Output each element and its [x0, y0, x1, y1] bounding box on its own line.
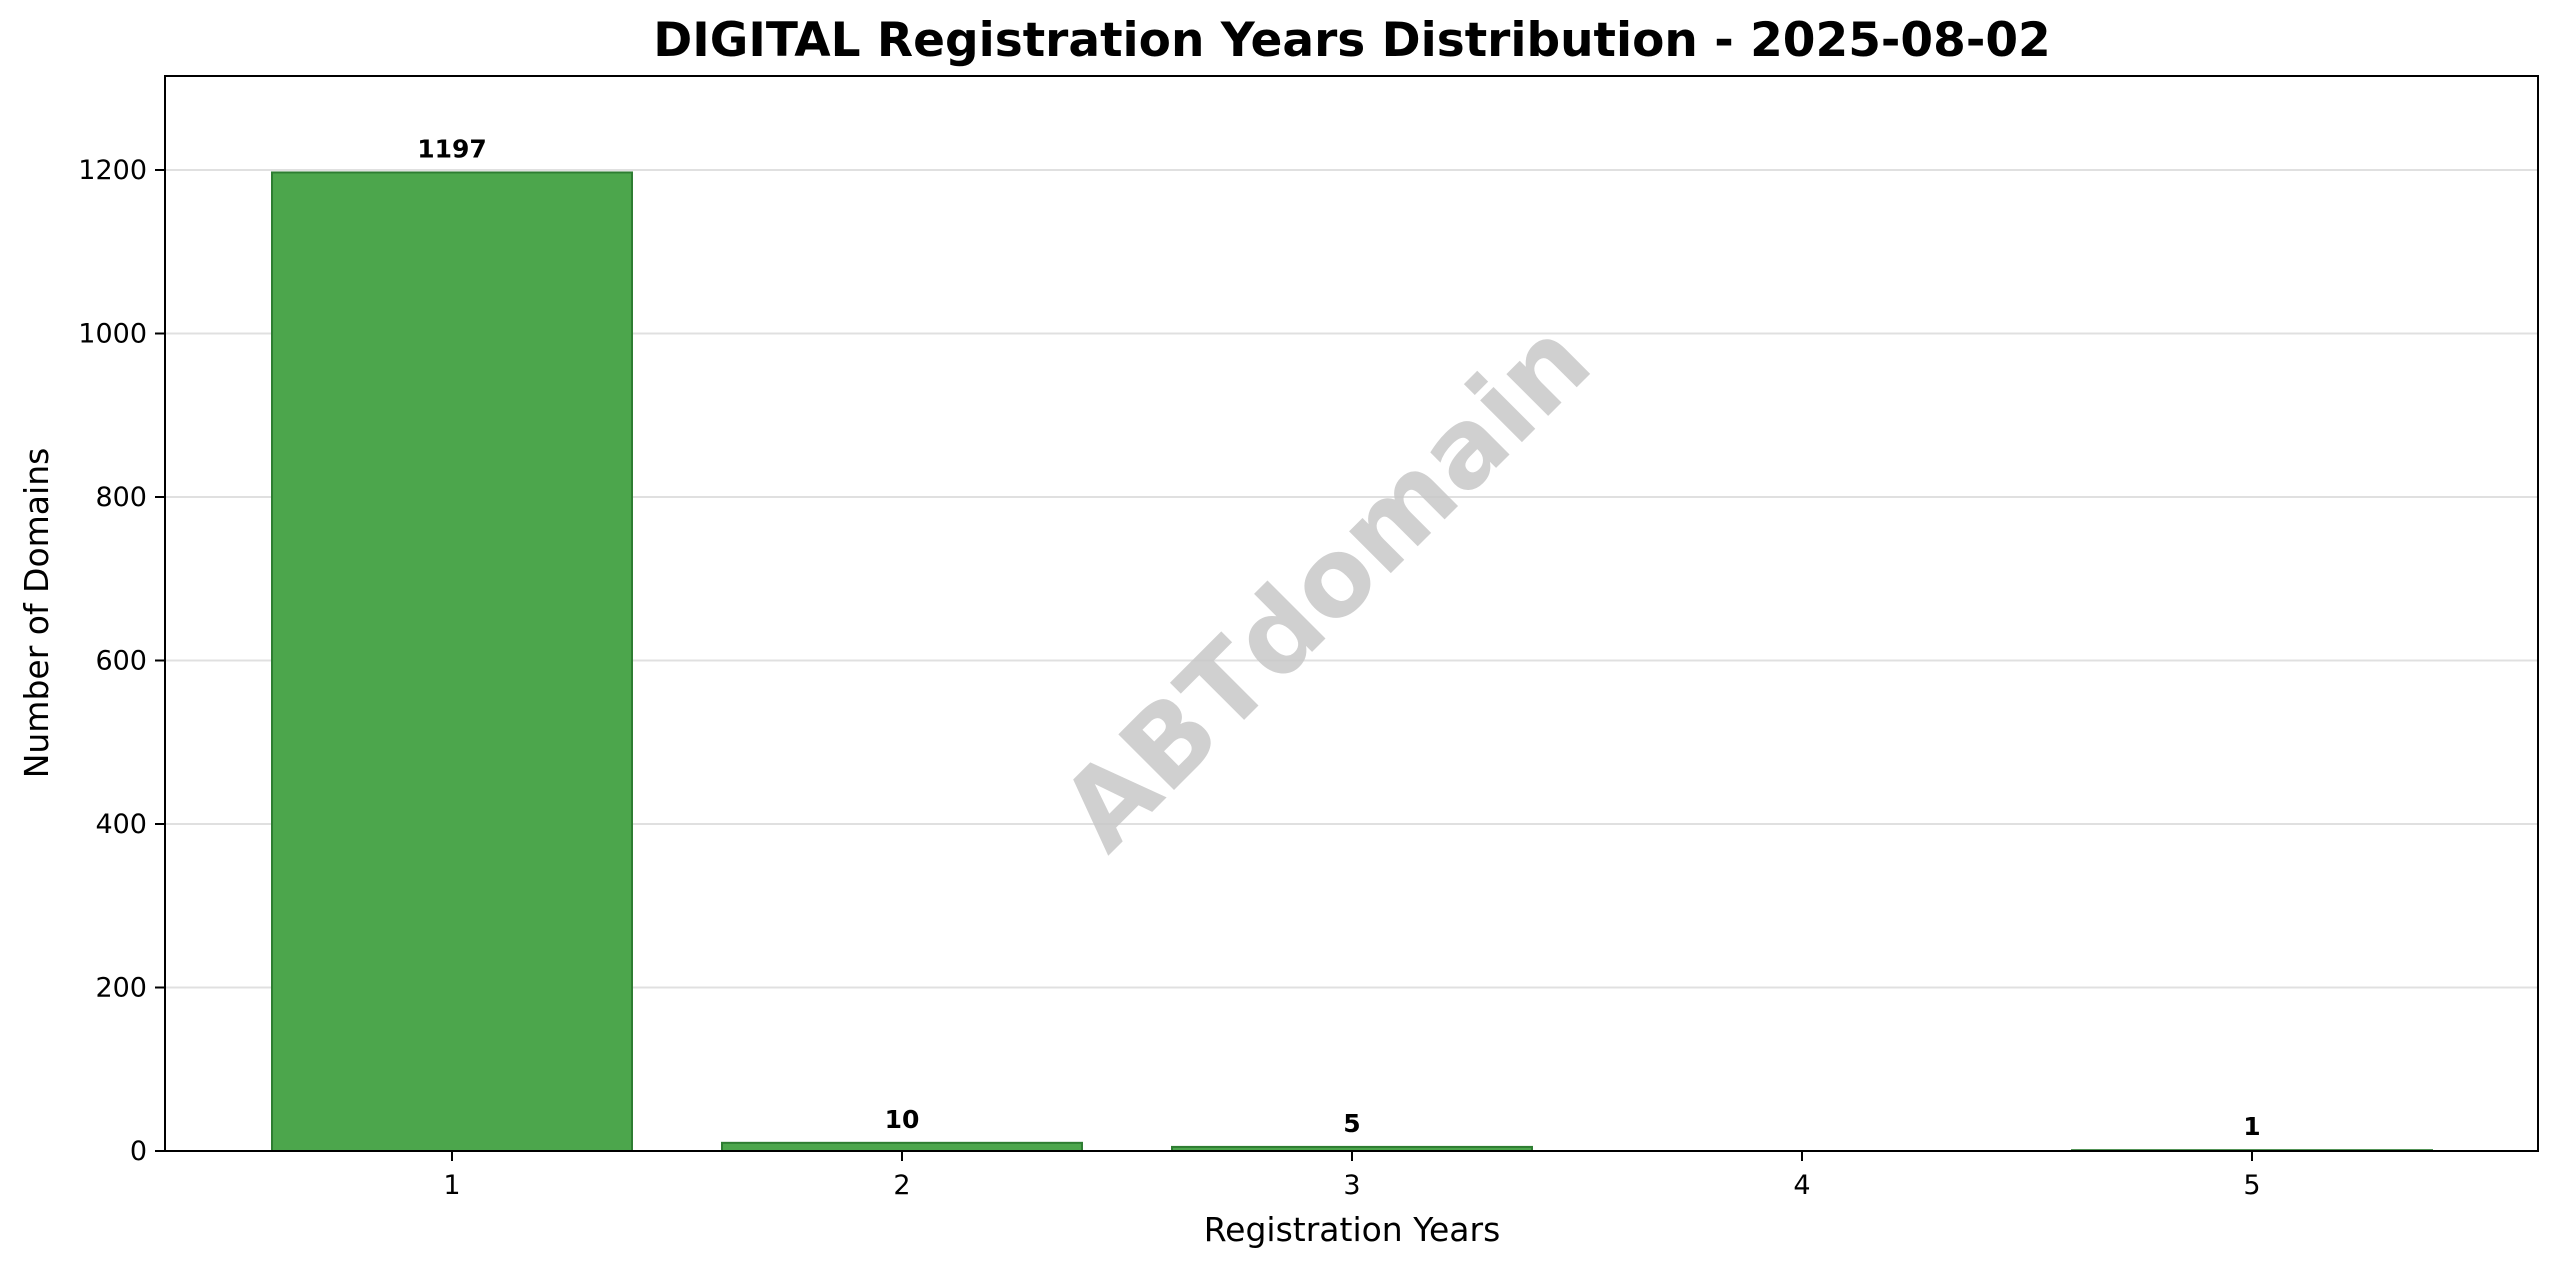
x-axis-label: Registration Years [1204, 1210, 1501, 1249]
y-tick-label: 400 [95, 809, 147, 840]
data-labels: 1197 10 5 1 [417, 134, 2261, 1141]
data-label: 10 [885, 1105, 920, 1134]
y-tick-label: 0 [130, 1136, 147, 1167]
data-label: 1 [2243, 1112, 2260, 1141]
y-axis: 0 200 400 600 800 1000 1200 [78, 155, 165, 1167]
x-axis: 1 2 3 4 5 [443, 1151, 2261, 1201]
x-tick-label: 5 [2243, 1170, 2260, 1201]
y-tick-label: 600 [95, 646, 147, 677]
data-label: 5 [1343, 1109, 1360, 1138]
y-tick-label: 1000 [78, 319, 147, 350]
x-tick-label: 2 [893, 1170, 910, 1201]
x-tick-label: 1 [443, 1170, 460, 1201]
bar [271, 171, 633, 1153]
x-tick-label: 4 [1793, 1170, 1810, 1201]
bar [721, 1141, 1083, 1152]
x-tick-label: 3 [1343, 1170, 1360, 1201]
y-tick-label: 800 [95, 482, 147, 513]
data-label: 1197 [417, 134, 487, 163]
y-tick-label: 200 [95, 973, 147, 1004]
bars [271, 171, 2433, 1153]
y-axis-label: Number of Domains [17, 448, 56, 779]
y-tick-label: 1200 [78, 155, 147, 186]
watermark-text: ABTdomain [1038, 298, 1615, 875]
chart-title: DIGITAL Registration Years Distribution … [653, 13, 2051, 68]
